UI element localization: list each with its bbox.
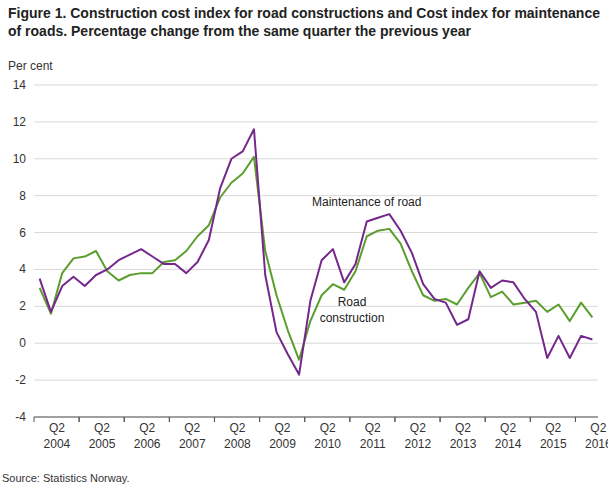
x-tick [214,417,215,422]
x-tick-label-line: Q2 [229,421,245,435]
x-tick [440,417,441,422]
x-tick-label-line: Q2 [365,421,381,435]
x-tick-label: Q2 2006 [134,421,161,451]
x-tick [79,417,80,422]
x-tick-label-line: 2006 [134,437,161,451]
x-axis-line [34,417,598,418]
x-tick [169,417,170,422]
x-tick [349,417,350,422]
x-tick [530,417,531,422]
x-tick [440,417,441,422]
x-tick-label: Q2 2014 [495,421,522,451]
x-tick [485,417,486,422]
x-tick-label-line: 2016 [585,437,608,451]
x-tick-label-line: 2008 [224,437,251,451]
source: Source: Statistics Norway. [2,472,130,484]
x-tick-label-line: 2013 [450,437,477,451]
plot-area [40,129,593,374]
x-tick-label-line: 2005 [89,437,116,451]
x-tick-label: Q2 2012 [405,421,432,451]
x-tick [394,417,395,422]
x-tick-label: Q2 2007 [179,421,206,451]
x-tick-label-line: 2012 [405,437,432,451]
x-tick [124,417,125,422]
x-tick [124,417,125,422]
chart: Per cent -4 -2 0 2 4 6 8 10 12 14 Q2 2004 Q2 2005 Q2 200… [0,0,608,488]
x-tick [349,417,350,422]
grid-line [34,232,598,233]
x-tick-label: Q2 2009 [269,421,296,451]
x-tick-label-line: Q2 [590,421,606,435]
x-tick-label: Q2 2010 [314,421,341,451]
x-tick-label-line: Q2 [184,421,200,435]
x-tick-label-line: 2010 [314,437,341,451]
y-tick-label: -2 [15,373,26,387]
x-tick-label-line: 2004 [44,437,71,451]
x-tick [394,417,395,422]
y-tick-label: -4 [15,410,26,424]
x-tick-label-line: Q2 [139,421,155,435]
series-line [40,129,593,374]
y-tick-label: 4 [19,262,26,276]
x-tick-label-line: Q2 [455,421,471,435]
x-tick [169,417,170,422]
grid-line [34,343,598,344]
x-tick [259,417,260,422]
annotation: Maintenance of road [312,195,421,209]
y-tick-label: 8 [19,189,26,203]
x-tick [575,417,576,422]
x-tick-label-line: Q2 [49,421,65,435]
annotation-line: construction [320,311,385,325]
y-tick-label: 2 [19,299,26,313]
title: Figure 1. Construction cost index for ro… [8,4,600,40]
x-tick-label: Q2 2013 [450,421,477,451]
x-tick-label-line: Q2 [94,421,110,435]
x-tick [530,417,531,422]
y-tick-label: 6 [19,226,26,240]
grid-line [34,158,598,159]
y-axis-label: Per cent [8,59,53,73]
grid-line [34,269,598,270]
x-tick-label: Q2 2004 [44,421,71,451]
grid-line [34,121,598,122]
x-tick-label-line: Q2 [320,421,336,435]
grid-line [34,85,598,86]
x-tick-label: Q2 2011 [360,421,386,451]
x-tick [575,417,576,422]
x-tick-label-line: 2015 [540,437,567,451]
x-tick-label-line: 2014 [495,437,522,451]
x-tick-label-line: Q2 [545,421,561,435]
x-tick [34,417,35,422]
annotation: Road construction [320,295,385,325]
x-tick [259,417,260,422]
x-tick-label-line: 2009 [269,437,296,451]
x-tick-label: Q2 2005 [89,421,116,451]
x-tick-label-line: 2007 [179,437,206,451]
y-tick-label: 0 [19,336,26,350]
y-tick-label: 12 [13,115,27,129]
y-tick-label: 14 [13,78,27,92]
x-tick-label-line: Q2 [275,421,291,435]
x-tick-label-line: 2011 [360,437,386,451]
grid-line [34,417,598,418]
x-tick-label: Q2 2008 [224,421,251,451]
grid-line [34,380,598,381]
x-tick [485,417,486,422]
annotation-line: Road [338,295,367,309]
x-tick-label: Q2 2015 [540,421,567,451]
x-tick-label-line: Q2 [500,421,516,435]
x-tick [304,417,305,422]
x-tick [79,417,80,422]
x-tick-label-line: Q2 [410,421,426,435]
x-tick-label: Q2 2016 [585,421,608,451]
x-tick [214,417,215,422]
y-tick-label: 10 [13,152,27,166]
x-tick [304,417,305,422]
